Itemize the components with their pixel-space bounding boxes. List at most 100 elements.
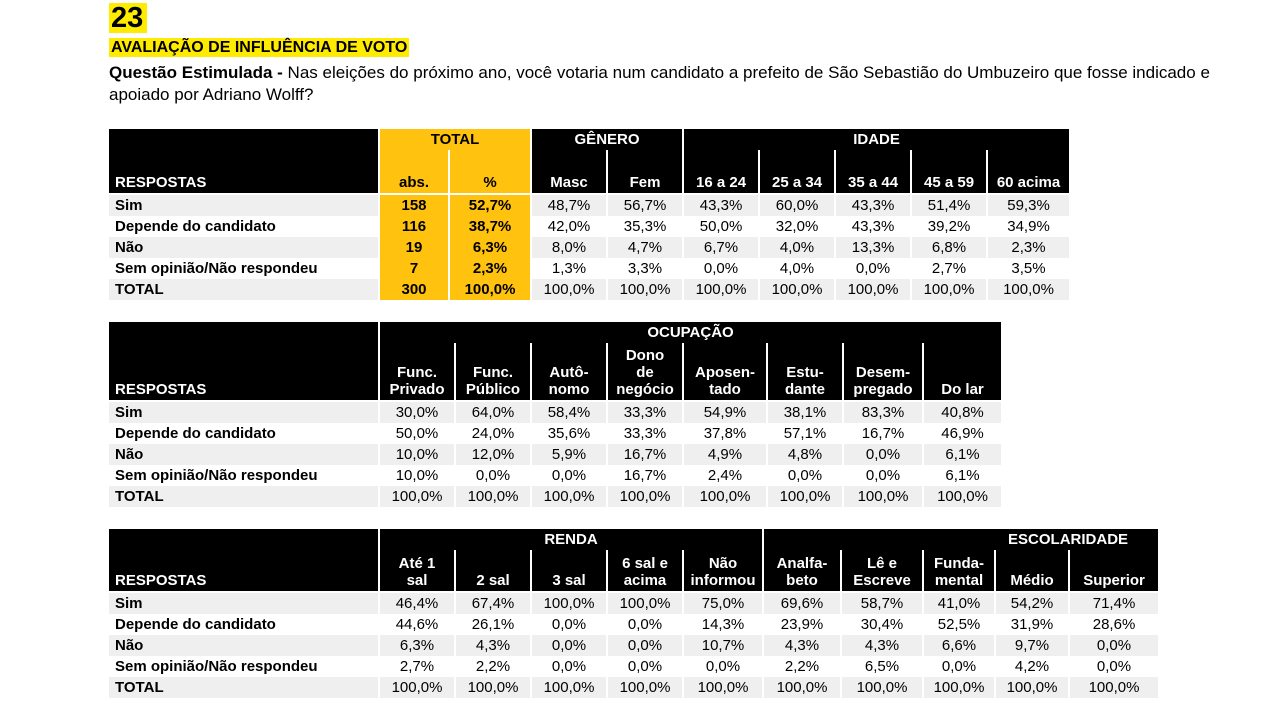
col-header-line: dante <box>784 381 825 398</box>
row-label: Depende do candidato <box>109 216 379 237</box>
table-row: Sim 158 52,7% 48,7% 56,7% 43,3% 60,0% 43… <box>109 193 1070 216</box>
respostas-header: RESPOSTAS <box>109 322 379 401</box>
row-label: TOTAL <box>109 279 379 300</box>
row-label: Sim <box>109 400 379 423</box>
table-row: Depende do candidato 44,6% 26,1% 0,0% 0,… <box>109 614 1159 635</box>
col-header: 16 a 24 <box>682 150 760 194</box>
cell: 100,0% <box>447 279 532 300</box>
col-header-line: Estu- <box>786 364 824 381</box>
cell: 6,1% <box>921 444 1002 465</box>
cell: 10,7% <box>681 635 764 656</box>
col-header: Analfa-beto <box>762 550 842 592</box>
table-row: Depende do candidato 116 38,7% 42,0% 35,… <box>109 216 1070 237</box>
cell: 300 <box>378 279 449 300</box>
cell: 100,0% <box>530 677 607 698</box>
col-header: 45 a 59 <box>910 150 988 194</box>
cell: 100,0% <box>454 486 531 507</box>
cell: 50,0% <box>378 423 455 444</box>
group-header-row: RESPOSTAS RENDA ESCOLARIDADE <box>109 529 1159 592</box>
cell: 10,0% <box>378 465 455 486</box>
cell: 6,3% <box>378 635 455 656</box>
group-header-row: RESPOSTAS OCUPAÇÃO <box>109 322 1002 401</box>
table-ocupacao: RESPOSTAS OCUPAÇÃO Func. Privado Func. Púb… <box>109 322 1002 507</box>
cell: 0,0% <box>1068 635 1159 656</box>
col-header-line: Funda- <box>934 555 985 572</box>
cell: 100,0% <box>758 279 836 300</box>
cell: 38,1% <box>766 400 843 423</box>
cell: 100,0% <box>766 486 843 507</box>
cell: 39,2% <box>910 216 988 237</box>
table-row: Sem opinião/Não respondeu 10,0% 0,0% 0,0… <box>109 465 1002 486</box>
cell: 35,3% <box>606 216 684 237</box>
table-row: Sim 30,0% 64,0% 58,4% 33,3% 54,9% 38,1% … <box>109 400 1002 423</box>
row-label: Sem opinião/Não respondeu <box>109 258 379 279</box>
col-header-line: Não <box>708 555 738 572</box>
col-header-line: Func. <box>473 364 513 381</box>
cell: 0,0% <box>530 656 607 677</box>
cell: 4,0% <box>758 258 836 279</box>
cell: 43,3% <box>834 193 912 216</box>
group-total: TOTAL <box>377 129 532 150</box>
group-ocupacao: OCUPAÇÃO <box>377 322 1002 343</box>
cell: 30,4% <box>840 614 924 635</box>
cell: 2,7% <box>378 656 455 677</box>
col-header: Dono de negócio <box>606 343 683 401</box>
cell: 4,2% <box>994 656 1070 677</box>
col-header: Func. Privado <box>378 343 455 401</box>
cell: 30,0% <box>378 400 455 423</box>
respostas-header: RESPOSTAS <box>109 529 379 592</box>
cell: 50,0% <box>682 216 760 237</box>
col-header: Desem-pregado <box>842 343 923 401</box>
cell: 0,0% <box>922 656 996 677</box>
row-label: TOTAL <box>109 677 379 698</box>
col-header: Superior <box>1068 550 1159 592</box>
respostas-header: RESPOSTAS <box>109 129 379 194</box>
row-label: Sim <box>109 591 379 614</box>
page-number: 23 <box>109 3 148 33</box>
table-row-total: TOTAL 100,0% 100,0% 100,0% 100,0% 100,0%… <box>109 486 1002 507</box>
cell: 10,0% <box>378 444 455 465</box>
col-header-line: Público <box>465 381 521 398</box>
cell: 14,3% <box>681 614 764 635</box>
cell: 0,0% <box>766 465 843 486</box>
cell: 58,7% <box>840 591 924 614</box>
cell: 4,3% <box>454 635 531 656</box>
cell: 4,3% <box>840 635 924 656</box>
col-header-line: tado <box>709 381 741 398</box>
cell: 100,0% <box>606 591 683 614</box>
cell: 7 <box>378 258 449 279</box>
row-label: Depende do candidato <box>109 614 379 635</box>
row-label: Depende do candidato <box>109 423 379 444</box>
row-label: Sem opinião/Não respondeu <box>109 656 379 677</box>
cell: 4,8% <box>766 444 843 465</box>
row-label: Não <box>109 444 379 465</box>
cell: 0,0% <box>454 465 531 486</box>
section-title: AVALIAÇÃO DE INFLUÊNCIA DE VOTO <box>109 38 410 57</box>
col-header-line: pregado <box>853 381 913 398</box>
col-header: Do lar <box>921 343 1002 401</box>
cell: 60,0% <box>758 193 836 216</box>
cell: 2,2% <box>454 656 531 677</box>
cell: 0,0% <box>834 258 912 279</box>
group-escolaridade: ESCOLARIDADE <box>762 529 1159 550</box>
cell: 4,7% <box>606 237 684 258</box>
cell: 100,0% <box>530 279 608 300</box>
cell: 71,4% <box>1068 591 1159 614</box>
col-header-line: Até 1 <box>398 555 436 572</box>
col-header: 35 a 44 <box>834 150 912 194</box>
cell: 9,7% <box>994 635 1070 656</box>
cell: 31,9% <box>994 614 1070 635</box>
table-row-total: TOTAL 300 100,0% 100,0% 100,0% 100,0% 10… <box>109 279 1070 300</box>
cell: 52,5% <box>922 614 996 635</box>
cell: 2,7% <box>910 258 988 279</box>
cell: 100,0% <box>378 486 455 507</box>
table-row: Não 6,3% 4,3% 0,0% 0,0% 10,7% 4,3% 4,3% … <box>109 635 1159 656</box>
col-header-line: Analfa- <box>776 555 828 572</box>
col-header: 25 a 34 <box>758 150 836 194</box>
cell: 12,0% <box>454 444 531 465</box>
col-header: Func. Público <box>454 343 531 401</box>
col-header-line: Superior <box>1083 572 1145 589</box>
cell: 59,3% <box>986 193 1070 216</box>
cell: 8,0% <box>530 237 608 258</box>
cell: 51,4% <box>910 193 988 216</box>
